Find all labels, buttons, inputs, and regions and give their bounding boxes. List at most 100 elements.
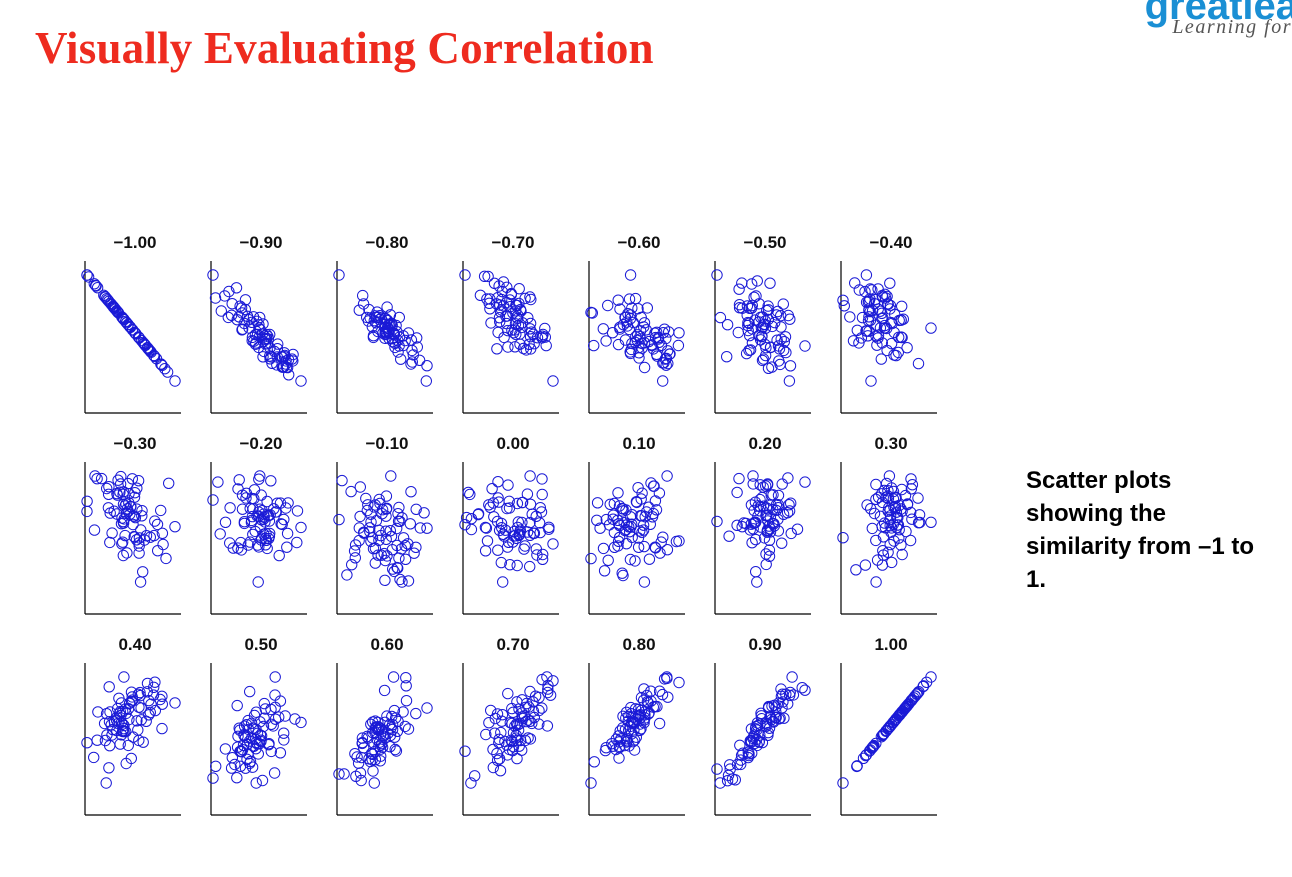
scatter-point	[887, 493, 900, 505]
scatter-point	[891, 511, 903, 524]
scatter-point	[121, 503, 134, 515]
scatter-point	[371, 306, 383, 318]
scatter-point	[273, 711, 285, 723]
scatter-point	[925, 516, 937, 528]
scatter-point	[219, 743, 232, 755]
scatter-point	[349, 552, 361, 564]
scatter-point	[768, 518, 780, 530]
scatter-point	[762, 300, 774, 312]
scatter-point	[613, 736, 625, 748]
scatter-point	[777, 298, 789, 310]
scatter-point	[375, 549, 387, 561]
scatter-point	[351, 751, 363, 763]
scatter-point	[353, 304, 365, 316]
scatter-point	[533, 718, 545, 730]
scatter-point	[895, 539, 907, 551]
scatter-point	[536, 488, 548, 501]
scatter-point	[375, 723, 388, 735]
scatter-point	[750, 533, 762, 546]
scatter-point	[102, 502, 115, 514]
scatter-point	[126, 691, 138, 703]
scatter-point	[400, 680, 412, 692]
scatter-point	[632, 482, 644, 494]
scatter-point	[604, 498, 616, 510]
scatter-point	[607, 740, 619, 752]
scatter-point	[394, 515, 406, 527]
scatter-point	[524, 470, 536, 482]
panel-correlation-label: −0.10	[365, 434, 408, 453]
scatter-point	[121, 547, 133, 559]
scatter-point	[239, 303, 252, 316]
scatter-point	[507, 536, 519, 548]
logo-tagline: Learning for	[1172, 16, 1292, 38]
scatter-point	[482, 270, 494, 283]
scatter-point	[207, 269, 219, 281]
scatter-point	[837, 532, 849, 544]
scatter-point	[133, 734, 145, 747]
scatter-point	[367, 331, 380, 344]
scatter-point	[497, 276, 510, 288]
scatter-point	[291, 505, 304, 517]
scatter-point	[618, 517, 630, 529]
scatter-point	[772, 489, 785, 502]
scatter-point	[661, 470, 673, 482]
scatter-point	[242, 539, 255, 551]
scatter-point	[381, 502, 393, 514]
scatter-point	[893, 532, 905, 544]
scatter-point	[333, 768, 345, 780]
scatter-point	[766, 361, 778, 373]
scatter-point	[127, 510, 140, 522]
scatter-point	[236, 503, 249, 515]
scatter-point	[736, 521, 748, 533]
scatter-point	[893, 314, 905, 327]
scatter-point	[865, 375, 877, 387]
scatter-point	[236, 307, 248, 319]
scatter-point	[642, 708, 655, 720]
scatter-point	[215, 305, 228, 317]
scatter-panel: 0.50	[207, 635, 307, 816]
scatter-point	[389, 743, 401, 756]
scatter-point	[414, 522, 426, 534]
scatter-point	[421, 702, 433, 714]
scatter-point	[278, 734, 290, 746]
scatter-point	[372, 325, 384, 338]
scatter-point	[614, 321, 626, 333]
scatter-point	[861, 499, 873, 511]
scatter-point	[396, 576, 408, 588]
scatter-point	[160, 552, 172, 565]
scatter-point	[588, 756, 600, 768]
scatter-point	[120, 726, 132, 738]
scatter-point	[402, 575, 415, 587]
scatter-point	[502, 341, 514, 353]
scatter-point	[128, 491, 141, 503]
scatter-point	[859, 285, 871, 298]
scatter-point	[141, 677, 154, 690]
scatter-point	[140, 715, 152, 727]
scatter-point	[333, 269, 345, 281]
scatter-point	[396, 512, 408, 524]
panel-correlation-label: 0.30	[874, 434, 907, 453]
scatter-point	[392, 508, 404, 520]
scatter-point	[375, 750, 387, 762]
scatter-point	[148, 349, 160, 362]
scatter-panel: 0.40	[81, 635, 181, 816]
scatter-point	[506, 702, 518, 715]
scatter-point	[597, 542, 610, 555]
scatter-point	[373, 524, 385, 536]
scatter-point	[517, 342, 530, 355]
scatter-point	[501, 749, 514, 761]
scatter-point	[148, 681, 160, 693]
scatter-point	[617, 503, 629, 515]
scatter-point	[711, 269, 723, 281]
scatter-point	[346, 559, 358, 571]
scatter-point	[543, 523, 555, 535]
scatter-point	[262, 330, 274, 343]
scatter-point	[464, 488, 476, 501]
scatter-point	[745, 499, 758, 511]
scatter-point	[885, 482, 898, 494]
scatter-point	[263, 738, 275, 750]
scatter-point	[884, 277, 896, 289]
scatter-point	[862, 315, 875, 327]
scatter-point	[786, 671, 798, 683]
scatter-point	[254, 503, 266, 515]
